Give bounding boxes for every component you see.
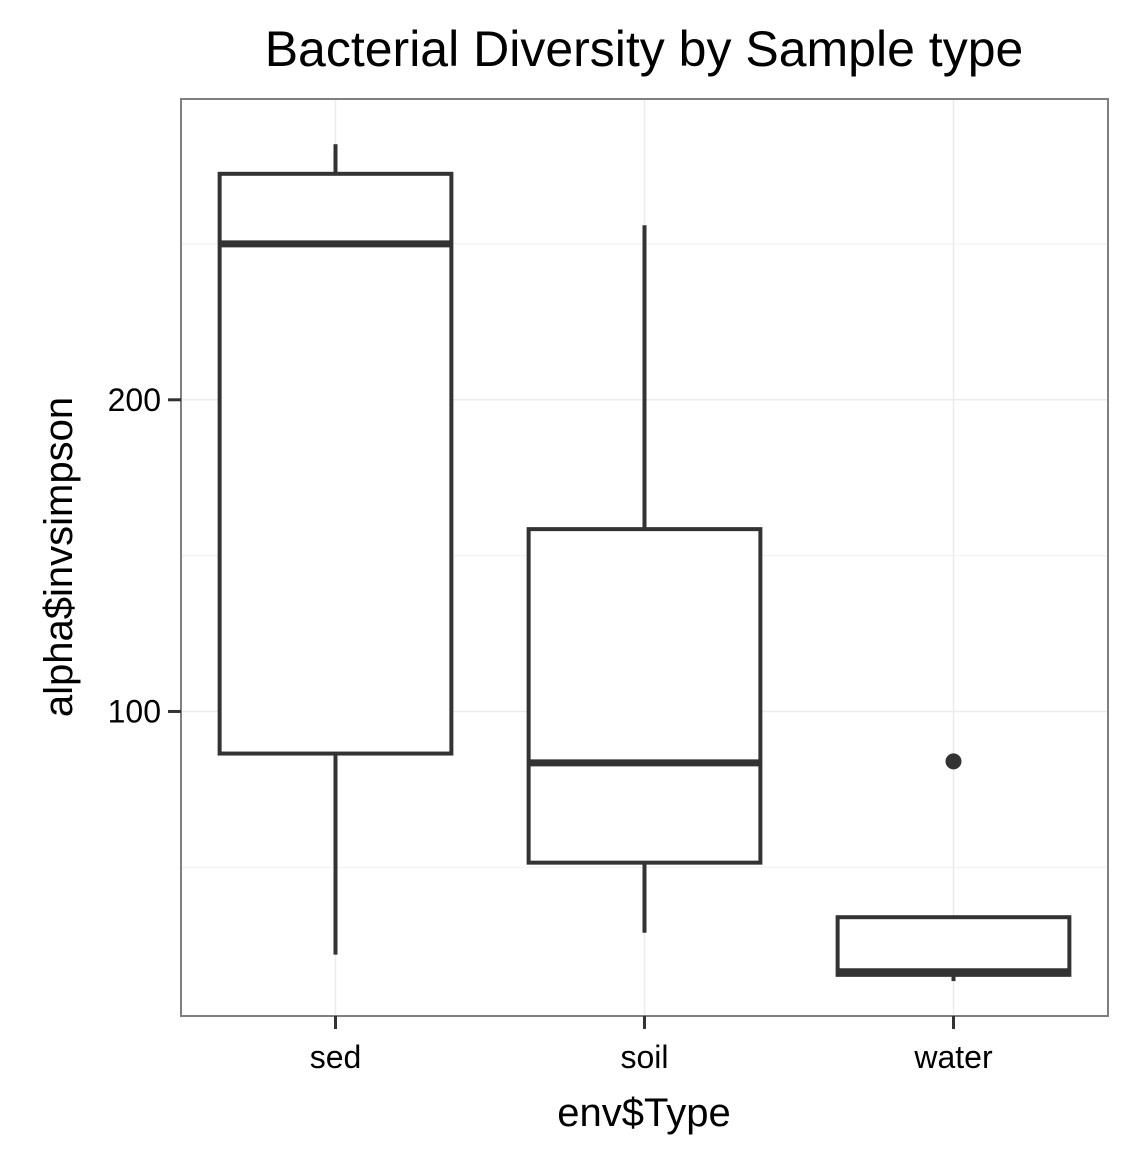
outlier-point	[945, 753, 962, 770]
y-tick-label: 200	[108, 382, 161, 418]
box-water	[835, 753, 1072, 982]
x-tick-label: sed	[310, 1039, 362, 1075]
box-iqr	[526, 527, 763, 865]
y-axis-ticks: 100 200	[108, 382, 181, 729]
box-iqr	[217, 171, 454, 756]
box-sed	[217, 144, 454, 955]
x-tick-label: soil	[620, 1039, 668, 1075]
x-axis-ticks: sed soil water	[310, 1016, 993, 1075]
y-tick-label: 100	[108, 693, 161, 729]
y-axis-title: alpha$invsimpson	[37, 397, 81, 717]
chart-title: Bacterial Diversity by Sample type	[265, 21, 1024, 77]
box-iqr	[835, 915, 1072, 977]
box-soil	[526, 225, 763, 933]
x-tick-label: water	[913, 1039, 993, 1075]
x-axis-title: env$Type	[557, 1091, 730, 1135]
box-layer	[217, 144, 1072, 982]
